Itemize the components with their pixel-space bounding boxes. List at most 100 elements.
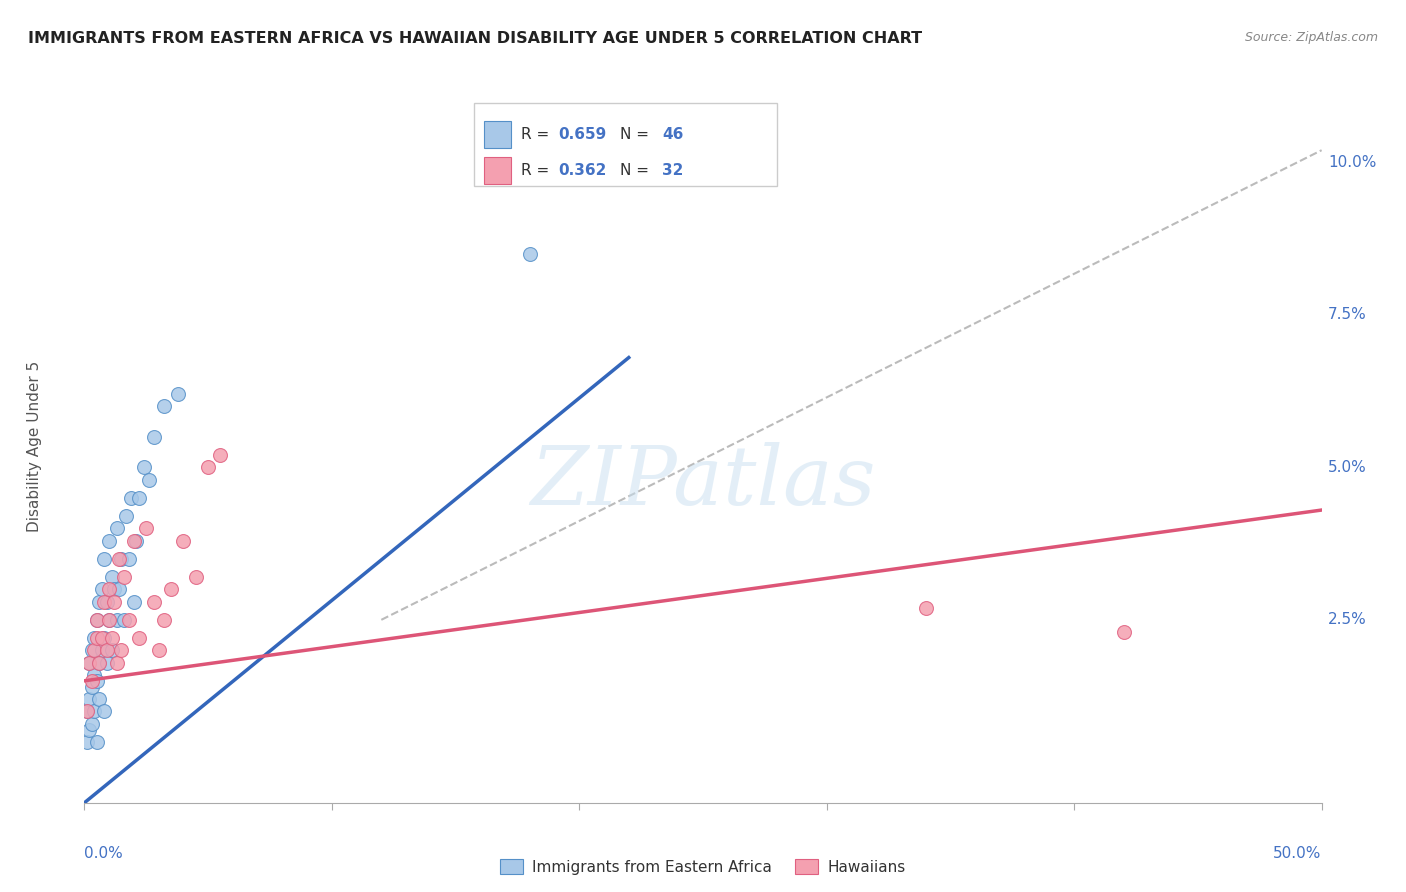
Text: 32: 32 [662, 163, 683, 178]
Point [93, 631, 115, 645]
Point [105, 656, 128, 670]
Text: N =: N = [620, 128, 654, 142]
Point [98, 533, 121, 548]
Point [89, 656, 111, 670]
Point [1112, 625, 1135, 640]
Point [118, 551, 141, 566]
Point [79, 692, 101, 706]
Text: 50.0%: 50.0% [1274, 846, 1322, 861]
Text: ZIPatlas: ZIPatlas [530, 442, 876, 522]
Point [142, 594, 165, 608]
Point [112, 613, 135, 627]
Point [86, 613, 108, 627]
Point [79, 656, 101, 670]
Point [76, 704, 98, 718]
Text: 0.0%: 0.0% [84, 846, 124, 861]
Point [86, 613, 108, 627]
Point [128, 491, 150, 505]
Point [100, 570, 122, 584]
Text: 10.0%: 10.0% [1327, 155, 1376, 169]
Text: Disability Age Under 5: Disability Age Under 5 [27, 360, 42, 532]
Point [83, 667, 105, 681]
Point [128, 631, 150, 645]
Point [86, 631, 108, 645]
Point [122, 533, 145, 548]
Point [93, 594, 115, 608]
Text: R =: R = [522, 128, 554, 142]
Point [96, 656, 118, 670]
Point [197, 460, 219, 475]
Point [98, 613, 121, 627]
Text: Source: ZipAtlas.com: Source: ZipAtlas.com [1244, 31, 1378, 45]
Point [98, 613, 121, 627]
Point [93, 704, 115, 718]
Point [89, 656, 111, 670]
Point [108, 582, 131, 597]
Point [90, 631, 112, 645]
Point [86, 673, 108, 688]
Text: IMMIGRANTS FROM EASTERN AFRICA VS HAWAIIAN DISABILITY AGE UNDER 5 CORRELATION CH: IMMIGRANTS FROM EASTERN AFRICA VS HAWAII… [28, 31, 922, 46]
Point [160, 582, 183, 597]
Point [76, 704, 98, 718]
Point [96, 594, 118, 608]
Point [152, 613, 174, 627]
Point [118, 613, 141, 627]
Point [112, 570, 135, 584]
FancyBboxPatch shape [474, 103, 778, 186]
Point [142, 430, 165, 444]
Legend: Immigrants from Eastern Africa, Hawaiians: Immigrants from Eastern Africa, Hawaiian… [495, 853, 911, 880]
Point [80, 643, 103, 657]
Point [96, 643, 118, 657]
Point [110, 643, 132, 657]
Point [83, 704, 105, 718]
Point [100, 643, 122, 657]
Text: 2.5%: 2.5% [1327, 612, 1367, 627]
Point [152, 400, 174, 414]
Point [83, 643, 105, 657]
Text: 5.0%: 5.0% [1327, 460, 1367, 475]
Point [98, 582, 121, 597]
Point [120, 491, 142, 505]
Point [93, 551, 115, 566]
Point [125, 533, 148, 548]
Point [132, 460, 155, 475]
Point [80, 673, 103, 688]
Point [76, 735, 98, 749]
Point [172, 533, 194, 548]
Point [100, 631, 122, 645]
Point [115, 509, 138, 524]
Text: 0.362: 0.362 [558, 163, 606, 178]
Point [108, 551, 131, 566]
Point [90, 643, 112, 657]
Point [80, 680, 103, 694]
Text: N =: N = [620, 163, 654, 178]
Point [148, 643, 170, 657]
Point [110, 551, 132, 566]
Point [103, 582, 125, 597]
Text: 46: 46 [662, 128, 683, 142]
Point [122, 594, 145, 608]
Point [86, 735, 108, 749]
Point [83, 631, 105, 645]
Text: 0.659: 0.659 [558, 128, 606, 142]
Point [105, 613, 128, 627]
Point [79, 723, 101, 737]
Point [89, 692, 111, 706]
Point [89, 594, 111, 608]
Point [80, 716, 103, 731]
Point [209, 448, 232, 462]
Text: 7.5%: 7.5% [1327, 308, 1367, 322]
Point [103, 594, 125, 608]
Point [138, 473, 160, 487]
Point [90, 582, 112, 597]
Text: R =: R = [522, 163, 554, 178]
Point [105, 521, 128, 535]
FancyBboxPatch shape [484, 157, 512, 185]
FancyBboxPatch shape [484, 121, 512, 148]
Point [914, 600, 936, 615]
Point [79, 656, 101, 670]
Point [167, 387, 190, 401]
Point [135, 521, 157, 535]
Point [519, 247, 541, 261]
Point [184, 570, 207, 584]
